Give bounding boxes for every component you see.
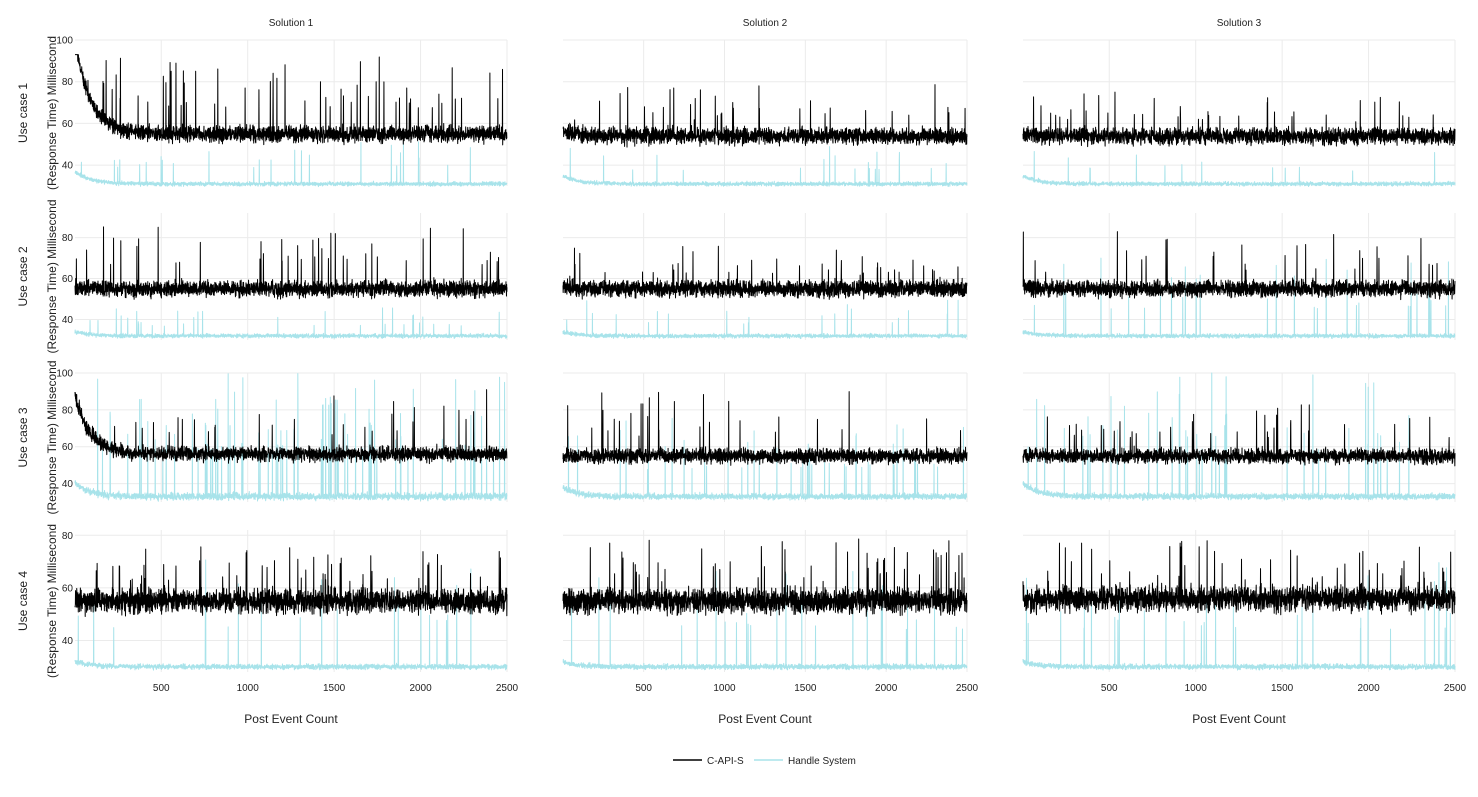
x-tick-label: 2000: [409, 683, 432, 694]
y-axis-title: (Response Time) Millisecond: [45, 524, 59, 678]
y-tick-label: 80: [62, 233, 74, 244]
subplot-use-case-1-solution-1: 40 60 80 100: [56, 36, 508, 188]
x-tick-label: 2000: [875, 683, 898, 694]
x-tick-label: 1000: [1185, 683, 1208, 694]
x-axis-labels: Post Event Count Post Event Count Post Eve…: [244, 712, 1286, 726]
series-line-c-api-s: [562, 84, 968, 148]
y-tick-label: 60: [62, 583, 74, 594]
x-axis-title: Post Event Count: [718, 712, 812, 726]
column-title-solution-2: Solution 2: [743, 18, 788, 29]
x-tick-label: 2500: [496, 683, 519, 694]
y-tick-label: 60: [62, 442, 74, 453]
series-line-handle-system: [562, 146, 968, 188]
x-tick-label: 1500: [323, 683, 346, 694]
gridlines: [563, 372, 968, 502]
x-tick-label: 2000: [1357, 683, 1380, 694]
subplot-use-case-2-solution-3: [1022, 213, 1456, 340]
series-line-c-api-s: [562, 391, 968, 466]
y-tick-label: 40: [62, 636, 74, 647]
row-label-use-case-4: Use case 4: [16, 571, 30, 631]
series-line-handle-system: [562, 417, 968, 501]
series-line-c-api-s: [562, 245, 968, 300]
x-tick-label: 500: [1101, 683, 1118, 694]
series-line-c-api-s: [1022, 91, 1456, 148]
y-tick-label: 80: [62, 531, 74, 542]
x-tick-label: 2500: [956, 683, 979, 694]
y-tick-label: 60: [62, 119, 74, 130]
series-line-handle-system: [562, 570, 968, 671]
series-line-handle-system: [1022, 151, 1456, 188]
x-axis-title: Post Event Count: [1192, 712, 1286, 726]
gridlines: [75, 39, 508, 186]
row-label-use-case-3: Use case 3: [16, 407, 30, 467]
subplot-use-case-2-solution-2: [562, 213, 968, 340]
series-line-handle-system: [1022, 372, 1456, 501]
y-tick-label: 40: [62, 161, 74, 172]
series-line-c-api-s: [74, 54, 508, 146]
x-tick-label: 500: [635, 683, 652, 694]
row-label-use-case-1: Use case 1: [16, 83, 30, 143]
x-tick-label: 1500: [794, 683, 817, 694]
gridlines: [563, 39, 968, 186]
gridlines: [1023, 39, 1456, 186]
series-line-c-api-s: [1022, 540, 1456, 616]
series-line-handle-system: [1022, 562, 1456, 671]
series-line-c-api-s: [74, 226, 508, 300]
x-tick-label: 1000: [713, 683, 736, 694]
y-axis-title: (Response Time) Millisecond: [45, 199, 59, 353]
subplot-use-case-1-solution-3: [1022, 39, 1456, 188]
subplot-use-case-2-solution-1: 40 60 80: [62, 213, 508, 340]
gridlines: [563, 213, 968, 340]
series-line-handle-system: [74, 373, 508, 502]
subplot-use-case-3-solution-3: [1022, 372, 1456, 502]
column-titles: Solution 1 Solution 2 Solution 3: [269, 18, 1262, 29]
subplot-use-case-3-solution-2: [562, 372, 968, 502]
subplot-use-case-4-solution-2: 500 1000 1500 2000 2500: [562, 530, 979, 694]
legend-label-handle-system: Handle System: [788, 756, 856, 767]
y-tick-label: 40: [62, 479, 74, 490]
legend-label-c-api-s: C-API-S: [707, 756, 744, 767]
y-tick-label: 80: [62, 405, 74, 416]
x-tick-label: 2500: [1444, 683, 1467, 694]
row-labels: Use case 1 (Response Time) Millisecond Use…: [16, 36, 59, 678]
series-line-c-api-s: [1022, 404, 1456, 467]
legend: C-API-S Handle System: [673, 756, 856, 767]
series-line-c-api-s: [74, 546, 508, 618]
y-tick-label: 100: [56, 369, 73, 380]
subplot-use-case-3-solution-1: 40 60 80 100: [56, 369, 508, 502]
series-line-handle-system: [1022, 257, 1456, 340]
y-tick-label: 60: [62, 274, 74, 285]
y-tick-label: 40: [62, 315, 74, 326]
y-tick-label: 80: [62, 77, 74, 88]
subplot-use-case-4-solution-3: 500 1000 1500 2000 2500: [1022, 530, 1467, 694]
series-line-handle-system: [74, 559, 508, 671]
series-line-c-api-s: [562, 538, 968, 617]
row-label-use-case-2: Use case 2: [16, 246, 30, 306]
gridlines: [75, 372, 508, 502]
column-title-solution-1: Solution 1: [269, 18, 314, 29]
x-tick-label: 1000: [237, 683, 260, 694]
x-tick-label: 1500: [1271, 683, 1294, 694]
y-axis-title: (Response Time) Millisecond: [45, 360, 59, 514]
x-axis-title: Post Event Count: [244, 712, 338, 726]
series-line-c-api-s: [74, 389, 508, 465]
gridlines: [1023, 213, 1456, 340]
subplot-use-case-4-solution-1: 40 60 80 500 1000 1500 2000 2500: [62, 530, 519, 694]
series-line-c-api-s: [1022, 231, 1456, 301]
y-axis-title: (Response Time) Millisecond: [45, 36, 59, 190]
series-line-handle-system: [74, 141, 508, 188]
subplot-grid: 40 60 80 100 40 60 80 40 60 80 100 40 60 80 500 1000 150…: [56, 36, 1466, 695]
column-title-solution-3: Solution 3: [1217, 18, 1262, 29]
subplot-use-case-1-solution-2: [562, 39, 968, 188]
gridlines: [75, 213, 508, 340]
series-line-handle-system: [562, 299, 968, 340]
x-tick-label: 500: [153, 683, 170, 694]
series-line-handle-system: [74, 307, 508, 339]
y-tick-label: 100: [56, 36, 73, 47]
